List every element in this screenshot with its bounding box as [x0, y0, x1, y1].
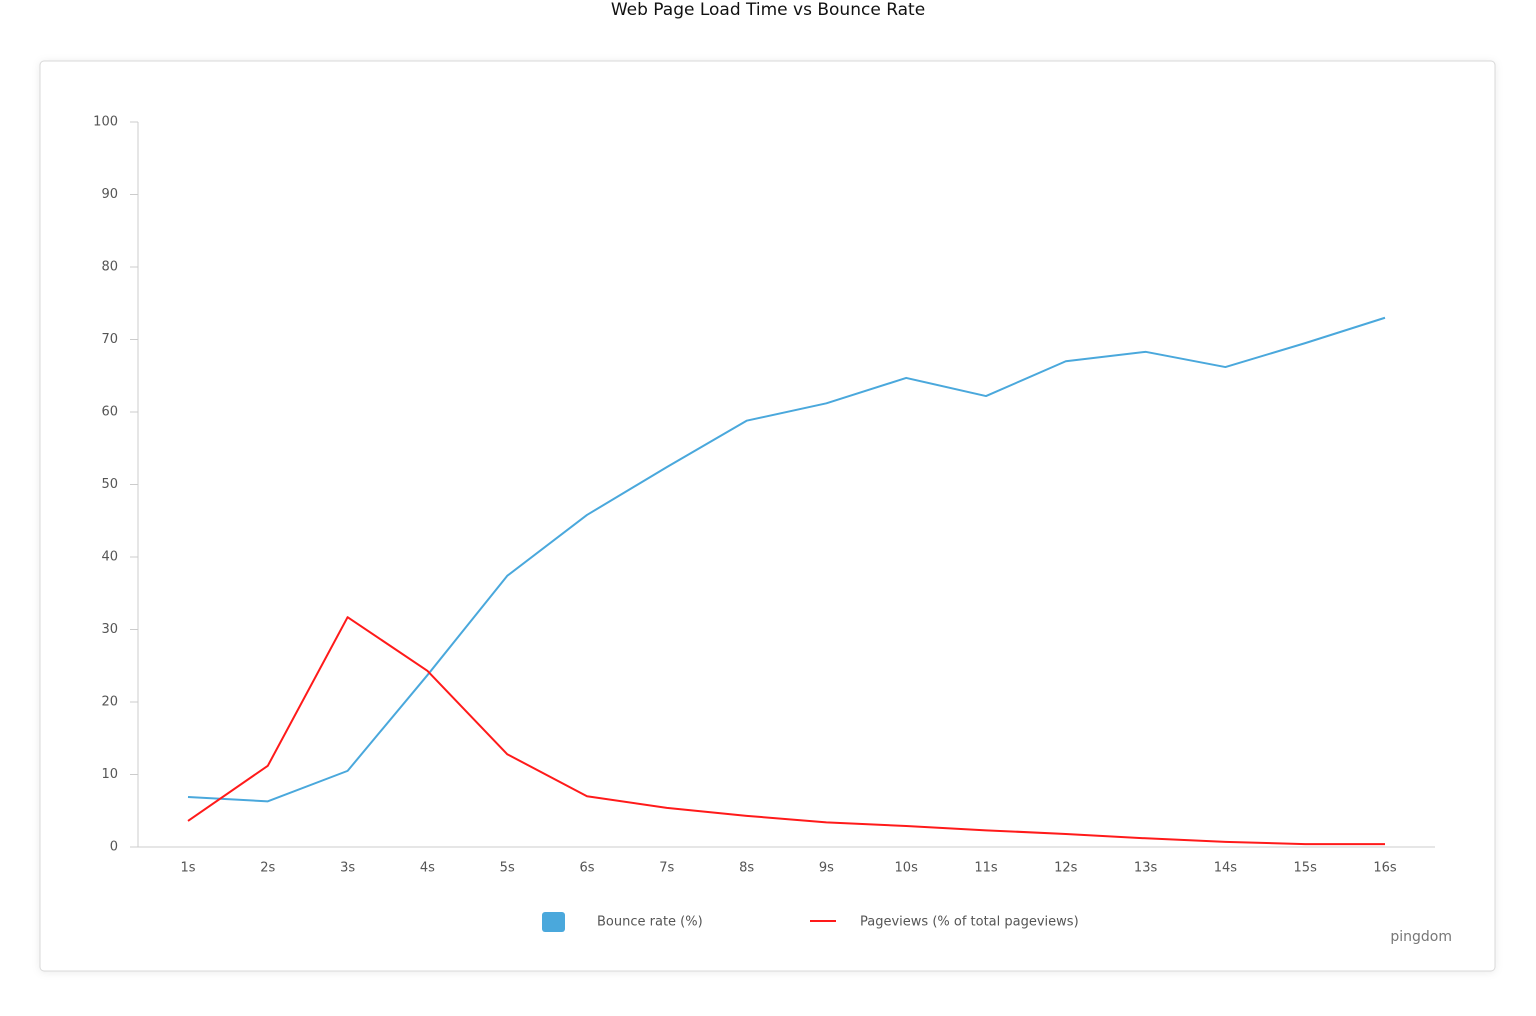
x-tick-label: 4s [420, 861, 435, 876]
y-tick-label: 80 [101, 260, 118, 275]
legend-label: Pageviews (% of total pageviews) [860, 915, 1079, 930]
x-tick-label: 9s [819, 861, 834, 876]
x-tick-label: 5s [500, 861, 515, 876]
x-tick-label: 16s [1373, 861, 1397, 876]
y-tick-label: 0 [110, 840, 118, 855]
y-tick-label: 60 [101, 405, 118, 420]
legend-marker [542, 912, 565, 932]
x-tick-label: 3s [340, 861, 355, 876]
chart-title: Web Page Load Time vs Bounce Rate [611, 0, 925, 20]
x-tick-label: 14s [1214, 861, 1238, 876]
legend-label: Bounce rate (%) [597, 915, 703, 930]
x-tick-label: 12s [1054, 861, 1078, 876]
x-tick-label: 2s [260, 861, 275, 876]
y-tick-label: 50 [101, 477, 118, 492]
x-tick-label: 7s [659, 861, 674, 876]
x-tick-label: 8s [739, 861, 754, 876]
x-tick-label: 6s [579, 861, 594, 876]
series-line [187, 616, 1385, 846]
y-tick-label: 90 [101, 187, 118, 202]
y-tick-label: 100 [93, 115, 118, 130]
x-tick-label: 15s [1294, 861, 1318, 876]
y-tick-label: 70 [101, 332, 118, 347]
y-tick-label: 40 [101, 550, 118, 565]
watermark: pingdom [1390, 929, 1452, 945]
card [39, 60, 1496, 972]
x-tick-label: 1s [180, 861, 195, 876]
x-tick-label: 13s [1134, 861, 1158, 876]
series-line [187, 316, 1386, 803]
y-tick-label: 20 [101, 695, 118, 710]
y-tick-label: 10 [101, 767, 118, 782]
y-tick-label: 30 [101, 622, 118, 637]
x-tick-label: 10s [895, 861, 919, 876]
x-tick-label: 11s [974, 861, 998, 876]
